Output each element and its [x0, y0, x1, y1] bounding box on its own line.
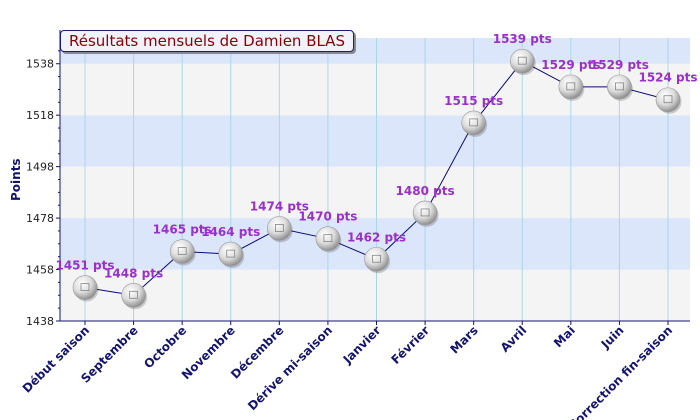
x-tick-label: Février: [389, 323, 433, 367]
y-tick-label: 1538: [26, 58, 54, 71]
data-label: 1465 pts: [153, 223, 212, 237]
data-point: [364, 246, 390, 274]
data-label: 1480 pts: [396, 184, 455, 198]
data-label: 1464 pts: [201, 225, 260, 239]
data-point: [461, 110, 488, 137]
data-point: [267, 216, 293, 243]
band: [60, 63, 690, 116]
data-point: [121, 282, 148, 310]
y-tick-label: 1498: [26, 161, 54, 174]
data-label: 1462 pts: [347, 230, 406, 244]
data-point: [509, 48, 536, 76]
data-label: 1474 pts: [250, 199, 309, 213]
x-tick-label: Octobre: [141, 323, 189, 371]
y-tick-label: 1518: [26, 109, 54, 122]
y-tick-label: 1438: [26, 315, 54, 328]
axes: [59, 30, 690, 322]
x-tick-label: Mars: [447, 323, 480, 356]
data-label: 1529 pts: [541, 58, 600, 72]
data-label: 1524 pts: [638, 71, 697, 85]
vertical-grid: [84, 38, 669, 321]
data-label: 1451 pts: [55, 259, 114, 273]
data-point: [655, 87, 682, 114]
x-tick-label: Dérive mi-saison: [245, 323, 335, 413]
data-point: [72, 275, 99, 302]
data-point: [169, 239, 196, 266]
y-tick-label: 1458: [26, 264, 54, 277]
data-point: [412, 200, 439, 227]
x-tick-label: Janvier: [340, 323, 384, 367]
x-tick-label: Début saison: [20, 323, 92, 395]
data-label: 1470 pts: [298, 210, 357, 224]
band: [60, 166, 690, 219]
chart-title: Résultats mensuels de Damien BLAS: [60, 30, 354, 52]
y-ticks: 1438 1458 1478 1498 1518 1538: [26, 50, 60, 328]
plot-bands: [60, 38, 690, 321]
x-tick-label: Mai: [551, 323, 578, 350]
band: [60, 115, 690, 167]
y-axis-label: Points: [9, 158, 23, 201]
data-label: 1529 pts: [590, 58, 649, 72]
x-tick-label: Juin: [598, 323, 627, 352]
band: [60, 269, 690, 321]
data-label: 1515 pts: [444, 94, 503, 108]
data-point: [607, 74, 633, 101]
data-point: [558, 74, 585, 101]
y-tick-label: 1478: [26, 212, 54, 225]
data-label: 1539 pts: [493, 32, 552, 46]
data-points: [72, 48, 682, 310]
data-point: [315, 226, 342, 253]
x-tick-label: Avril: [498, 323, 530, 355]
data-label: 1448 pts: [104, 266, 163, 280]
data-point: [218, 241, 245, 269]
